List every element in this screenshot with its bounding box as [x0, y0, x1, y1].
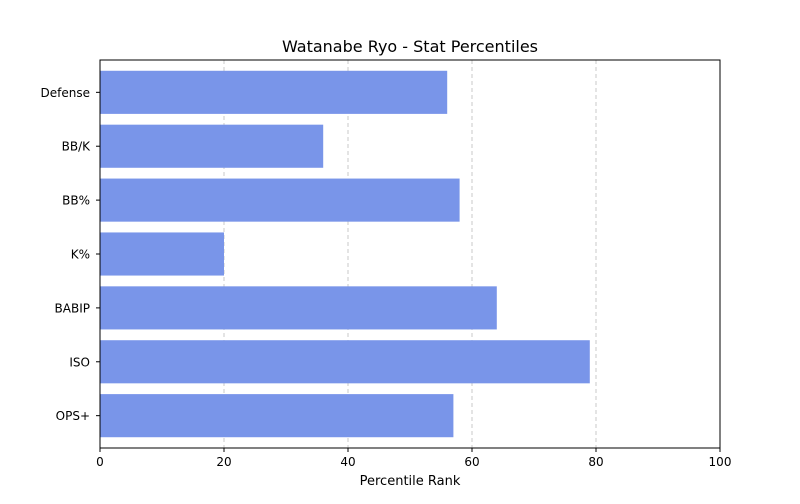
chart-title: Watanabe Ryo - Stat Percentiles: [282, 37, 538, 56]
bar-iso: [100, 340, 590, 384]
y-axis-ticks: OPS+ ISO BABIP K% BB% BB/K Defense: [41, 86, 100, 423]
x-tick-label-0: 0: [96, 455, 104, 469]
bars: [100, 70, 590, 438]
bar-bb: [100, 178, 460, 222]
y-tick-label-k: K%: [71, 248, 90, 262]
x-axis-label: Percentile Rank: [360, 474, 461, 489]
bar-babip: [100, 286, 497, 330]
x-tick-label-60: 60: [464, 455, 479, 469]
bar-ops: [100, 394, 454, 438]
x-axis-ticks: 0 20 40 60 80 100: [96, 448, 731, 469]
bar-k: [100, 232, 224, 276]
y-tick-label-ops: OPS+: [56, 409, 90, 423]
x-tick-label-20: 20: [216, 455, 231, 469]
y-tick-label-babip: BABIP: [55, 301, 90, 315]
bar-bb-k: [100, 124, 324, 168]
x-tick-label-40: 40: [340, 455, 355, 469]
y-tick-label-bb: BB%: [62, 194, 90, 208]
y-tick-label-iso: ISO: [69, 355, 90, 369]
x-tick-label-100: 100: [709, 455, 732, 469]
y-tick-label-bb-k: BB/K: [62, 140, 92, 154]
bar-defense: [100, 70, 448, 114]
x-tick-label-80: 80: [588, 455, 603, 469]
y-tick-label-defense: Defense: [41, 86, 90, 100]
grid-lines: [223, 60, 597, 448]
